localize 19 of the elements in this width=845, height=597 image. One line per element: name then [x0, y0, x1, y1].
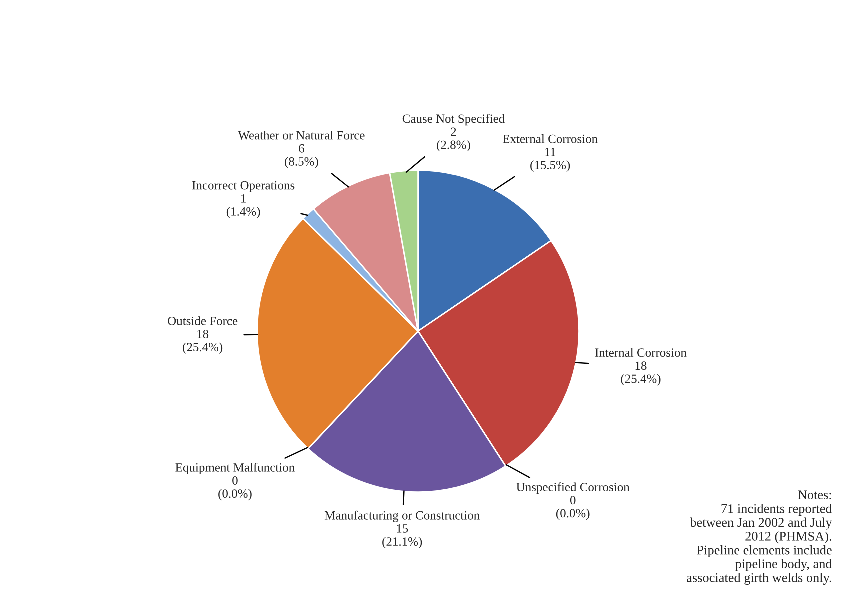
legend-label: Unspecified Corrosion [516, 482, 630, 494]
data-label: 15 (21.1%) [382, 524, 422, 549]
data-label: 1 (1.4%) [226, 194, 260, 218]
legend-label: Equipment Malfunction [176, 462, 295, 474]
data-label: 18 (25.4%) [621, 362, 661, 386]
slice-label: Weather or Natural Force [238, 130, 365, 140]
slice-label: Incorrect Operations [192, 181, 295, 192]
text: 0 (0.0%) [218, 476, 252, 501]
slice-label: Internal Corrosion [595, 348, 687, 358]
text: 0 (0.0%) [556, 496, 590, 520]
slice-label: External Corrosion [502, 134, 598, 144]
slice-label: Manufacturing or Construction [324, 510, 480, 522]
slice-label: Outside Force [168, 316, 238, 326]
text: Notes: 71 incidents reported between Jan 2002 and July 2012 (PHMSA). Pipeline elements include pipeline body, and associated girth welds only. [687, 490, 832, 586]
data-label: 6 (8.5%) [285, 144, 318, 168]
data-label: 2 (2.8%) [437, 128, 470, 152]
slice-label: Cause Not Specified [402, 114, 505, 126]
data-label: 11 (15.5%) [530, 148, 570, 172]
data-label: 18 (25.4%) [183, 330, 223, 354]
